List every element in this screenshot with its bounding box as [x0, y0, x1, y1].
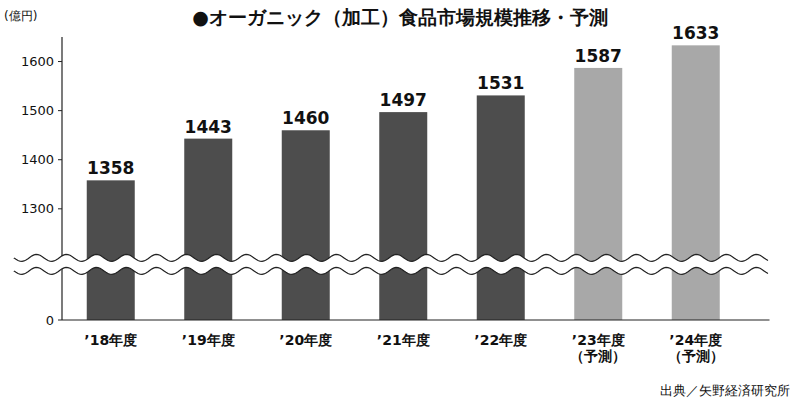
- x-tick-label-line: ’19年度: [182, 332, 235, 348]
- bar: [477, 95, 525, 320]
- y-tick-label: 1500: [21, 103, 54, 118]
- x-tick-label: ’24年度（予測）: [668, 332, 724, 364]
- bar: [87, 180, 135, 320]
- x-tick-label: ’20年度: [279, 332, 332, 348]
- x-tick-label-line: ’21年度: [377, 332, 430, 348]
- x-axis-line: [62, 319, 770, 320]
- x-tick-label-line: ’22年度: [474, 332, 527, 348]
- x-tick-label: ’18年度: [84, 332, 137, 348]
- y-tick-label: 0: [46, 313, 54, 328]
- data-label: 1460: [282, 108, 329, 128]
- bar: [672, 45, 720, 320]
- y-tick: [58, 320, 62, 321]
- y-axis-label: (億円): [4, 9, 37, 23]
- axis-break-line: [14, 254, 768, 261]
- data-label: 1587: [575, 46, 622, 66]
- data-label: 1443: [185, 117, 232, 137]
- x-tick-label-line: ’18年度: [84, 332, 137, 348]
- y-tick: [58, 159, 62, 160]
- chart-container: ●オーガニック（加工）食品市場規模推移・予測 (億円) 0 1300 1400 1500 1…: [0, 0, 800, 403]
- data-label: 1358: [87, 158, 134, 178]
- bar: [574, 68, 622, 320]
- x-tick-label: ’21年度: [377, 332, 430, 348]
- x-tick-label-line: ’24年度: [669, 332, 722, 348]
- data-label: 1531: [477, 73, 524, 93]
- x-tick-label-line: ’20年度: [279, 332, 332, 348]
- data-label: 1633: [672, 23, 719, 43]
- y-tick-label: 1300: [21, 201, 54, 216]
- axis-break-band: [14, 254, 770, 274]
- axis-break-line: [14, 267, 768, 274]
- source-note: 出典／矢野経済研究所: [660, 383, 790, 398]
- x-tick-label: ’23年度（予測）: [570, 332, 626, 364]
- x-tick-label-line: （予測）: [570, 348, 626, 364]
- y-tick: [58, 61, 62, 62]
- data-label: 1497: [380, 90, 427, 110]
- bar: [282, 130, 330, 320]
- x-tick-label: ’19年度: [182, 332, 235, 348]
- y-tick-label: 1600: [21, 54, 54, 69]
- y-tick-label: 1400: [21, 152, 54, 167]
- bars: [87, 45, 720, 320]
- x-tick-label-line: ’23年度: [572, 332, 625, 348]
- y-tick: [58, 110, 62, 111]
- bar: [379, 112, 427, 320]
- chart-title: ●オーガニック（加工）食品市場規模推移・予測: [192, 6, 608, 28]
- y-tick: [58, 208, 62, 209]
- x-tick-label-line: （予測）: [668, 348, 724, 364]
- chart-svg: ●オーガニック（加工）食品市場規模推移・予測 (億円) 0 1300 1400 1500 1…: [0, 0, 800, 403]
- y-axis-line: [61, 37, 62, 320]
- x-tick-label: ’22年度: [474, 332, 527, 348]
- bar: [184, 139, 232, 320]
